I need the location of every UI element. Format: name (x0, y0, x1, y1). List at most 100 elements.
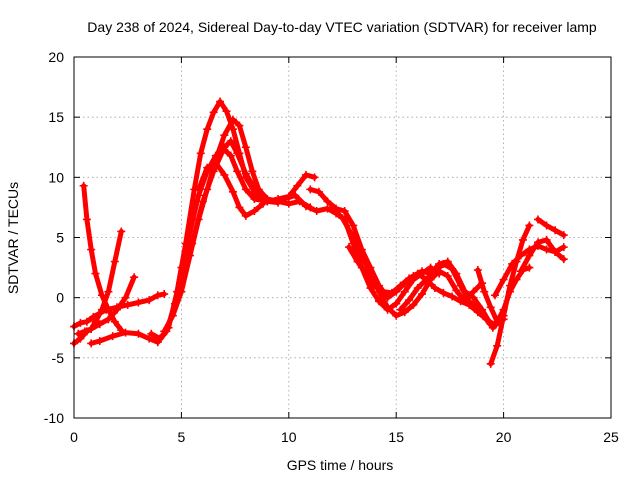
data-point-sat-n (456, 281, 465, 290)
data-point-sat-r (516, 267, 525, 276)
data-point-sat-r (533, 238, 542, 247)
data-point-sat-s (559, 231, 568, 240)
data-point-sat-p (518, 235, 527, 244)
data-point-sat-l (469, 287, 478, 296)
y-tick-label: 0 (56, 290, 64, 306)
data-point-sat-e (293, 181, 302, 190)
data-point-sat-c (121, 293, 130, 302)
data-point-sat-m (379, 287, 388, 296)
data-point-sat-n (439, 259, 448, 268)
data-point-sat-g (241, 143, 250, 152)
data-point-sat-s (542, 221, 551, 230)
data-point-sat-p (506, 281, 515, 290)
data-point-sat-m (344, 243, 353, 252)
data-point-sat-f (147, 329, 156, 338)
data-point-sat-h (252, 187, 261, 196)
data-point-sat-b (117, 227, 126, 236)
data-point-sat-l (452, 286, 461, 295)
data-point-sat-m (387, 288, 396, 297)
data-point-sat-q (559, 255, 568, 264)
data-point-sat-f (196, 149, 205, 158)
data-point-sat-o (486, 303, 495, 312)
x-tick-label: 0 (70, 429, 78, 445)
y-tick-label: 10 (48, 169, 64, 185)
data-point-sat-q (516, 251, 525, 260)
data-point-sat-i (220, 170, 229, 179)
data-point-sat-l (338, 214, 347, 223)
data-point-sat-a (110, 317, 119, 326)
data-point-sat-g (220, 131, 229, 140)
data-point-sat-c (95, 320, 104, 329)
data-point-sat-c (76, 334, 85, 343)
data-point-sat-l (357, 251, 366, 260)
data-point-sat-n (405, 296, 414, 305)
data-point-sat-a (79, 181, 88, 190)
data-point-sat-h (241, 169, 250, 178)
data-point-sat-m (456, 297, 465, 306)
data-point-sat-e (301, 170, 310, 179)
data-point-sat-m (430, 284, 439, 293)
data-point-sat-e (250, 194, 259, 203)
series-line-sat-s (535, 216, 567, 238)
data-point-sat-i (228, 187, 237, 196)
data-point-sat-p (499, 311, 508, 320)
data-point-sat-i (211, 158, 220, 167)
data-point-sat-c (82, 327, 91, 336)
data-point-sat-h (198, 197, 207, 206)
y-axis-label: SDTVAR / TECUs (5, 182, 21, 294)
data-point-sat-i (259, 199, 268, 208)
data-point-sat-d (145, 296, 154, 305)
data-point-sat-d (76, 318, 85, 327)
data-point-sat-j (400, 287, 409, 296)
y-tick-label: 20 (48, 49, 64, 65)
data-point-sat-e (226, 151, 235, 160)
y-tick-label: -5 (52, 350, 65, 366)
data-point-sat-i (235, 203, 244, 212)
series-line-sat-f (148, 99, 266, 342)
data-point-sat-j (280, 194, 289, 203)
data-point-sat-n (396, 305, 405, 314)
x-tick-label: 5 (178, 429, 186, 445)
data-point-sat-n (448, 264, 457, 273)
data-point-sat-g (284, 199, 293, 208)
data-point-sat-f (155, 334, 164, 343)
data-point-sat-c (104, 315, 113, 324)
data-point-sat-l (409, 300, 418, 309)
data-point-sat-a (82, 215, 91, 224)
data-point-sat-h (263, 197, 272, 206)
data-point-sat-c (130, 273, 139, 282)
data-point-sat-r (525, 251, 534, 260)
data-point-sat-m (370, 281, 379, 290)
data-point-sat-d (102, 305, 111, 314)
data-point-sat-r (542, 235, 551, 244)
data-point-sat-q (499, 275, 508, 284)
data-point-sat-g (168, 311, 177, 320)
data-point-sat-m (396, 281, 405, 290)
data-point-sat-n (473, 305, 482, 314)
x-axis-label: GPS time / hours (287, 457, 394, 473)
data-point-sat-l (417, 290, 426, 299)
data-point-sat-d (112, 303, 121, 312)
data-point-sat-n (488, 323, 497, 332)
data-point-sat-i (194, 185, 203, 194)
data-point-sat-h (220, 143, 229, 152)
data-point-sat-a (91, 269, 100, 278)
data-point-sat-h (233, 149, 242, 158)
data-point-sat-l (327, 203, 336, 212)
data-point-sat-l (383, 303, 392, 312)
x-tick-label: 10 (281, 429, 297, 445)
data-point-sat-f (216, 97, 225, 106)
data-point-sat-m (448, 292, 457, 301)
data-point-sat-e (95, 336, 104, 345)
data-point-sat-j (301, 202, 310, 211)
series-line-sat-a (81, 183, 124, 333)
data-point-sat-j (392, 299, 401, 308)
data-point-sat-e (87, 339, 96, 348)
data-point-sat-i (241, 211, 250, 220)
series-line-sat-l (329, 204, 485, 319)
data-point-sat-m (405, 274, 414, 283)
data-point-sat-e (310, 173, 319, 182)
data-point-sat-n (422, 275, 431, 284)
data-point-sat-m (413, 269, 422, 278)
data-point-sat-b (104, 287, 113, 296)
